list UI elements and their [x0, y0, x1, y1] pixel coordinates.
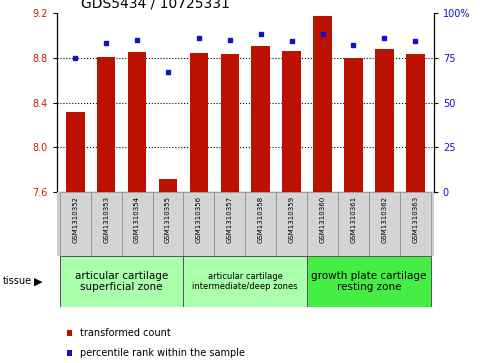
- Text: GSM1310357: GSM1310357: [227, 196, 233, 243]
- Text: growth plate cartilage
resting zone: growth plate cartilage resting zone: [311, 270, 426, 292]
- Bar: [128, 52, 146, 192]
- Text: GSM1310362: GSM1310362: [382, 196, 387, 243]
- Bar: [152, 192, 183, 256]
- Bar: [60, 192, 91, 256]
- Text: GSM1310360: GSM1310360: [319, 196, 325, 243]
- Bar: [122, 192, 152, 256]
- Text: transformed count: transformed count: [80, 328, 171, 338]
- Text: GDS5434 / 10725331: GDS5434 / 10725331: [81, 0, 230, 11]
- Text: percentile rank within the sample: percentile rank within the sample: [80, 348, 245, 358]
- Bar: [183, 256, 307, 307]
- Bar: [369, 192, 400, 256]
- Text: GSM1310363: GSM1310363: [412, 196, 418, 243]
- Bar: [245, 192, 276, 256]
- Bar: [251, 46, 270, 192]
- Bar: [91, 192, 122, 256]
- Text: ▶: ▶: [34, 276, 42, 286]
- Bar: [190, 53, 208, 192]
- Bar: [338, 192, 369, 256]
- Bar: [276, 192, 307, 256]
- Text: GSM1310356: GSM1310356: [196, 196, 202, 243]
- Bar: [97, 57, 115, 192]
- Text: GSM1310355: GSM1310355: [165, 196, 171, 242]
- Text: GSM1310353: GSM1310353: [103, 196, 109, 243]
- Text: GSM1310359: GSM1310359: [288, 196, 295, 243]
- Bar: [282, 51, 301, 192]
- Bar: [159, 179, 177, 192]
- Bar: [344, 58, 363, 192]
- Bar: [307, 192, 338, 256]
- Bar: [183, 192, 214, 256]
- Text: tissue: tissue: [2, 276, 32, 286]
- Bar: [400, 192, 431, 256]
- Bar: [406, 54, 424, 192]
- Bar: [375, 49, 393, 192]
- Text: GSM1310352: GSM1310352: [72, 196, 78, 242]
- Bar: [220, 54, 239, 192]
- Text: articular cartilage
superficial zone: articular cartilage superficial zone: [75, 270, 168, 292]
- Text: GSM1310358: GSM1310358: [258, 196, 264, 243]
- Bar: [66, 111, 84, 192]
- Bar: [307, 256, 431, 307]
- Bar: [313, 16, 332, 192]
- Text: GSM1310361: GSM1310361: [351, 196, 356, 243]
- Text: GSM1310354: GSM1310354: [134, 196, 140, 242]
- Bar: [60, 256, 183, 307]
- Text: articular cartilage
intermediate/deep zones: articular cartilage intermediate/deep zo…: [192, 272, 298, 291]
- Bar: [214, 192, 245, 256]
